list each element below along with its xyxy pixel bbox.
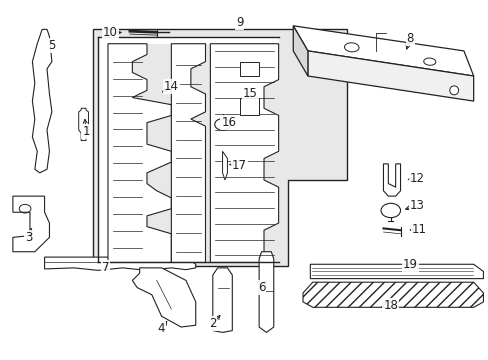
Polygon shape [32,30,52,173]
Ellipse shape [344,43,358,52]
Polygon shape [303,282,483,307]
Text: 13: 13 [409,199,424,212]
Polygon shape [13,196,49,252]
Polygon shape [98,37,278,262]
Polygon shape [239,62,259,76]
Polygon shape [222,151,227,180]
Polygon shape [171,44,205,262]
Polygon shape [132,268,195,327]
Polygon shape [310,264,483,279]
Text: 18: 18 [383,299,397,312]
Text: 3: 3 [25,231,33,244]
Polygon shape [212,268,232,332]
Polygon shape [259,252,273,332]
Text: 9: 9 [235,16,243,29]
Ellipse shape [423,58,435,65]
Text: 2: 2 [209,317,216,330]
Polygon shape [383,164,400,196]
Text: 19: 19 [402,258,417,271]
Ellipse shape [449,86,458,95]
Text: 12: 12 [409,172,424,185]
Polygon shape [293,26,473,76]
Polygon shape [239,98,259,116]
Polygon shape [44,257,195,270]
Text: 15: 15 [243,87,257,100]
Polygon shape [108,44,171,262]
Text: 5: 5 [48,39,56,52]
Text: 7: 7 [102,261,109,274]
Polygon shape [293,26,307,76]
Text: 14: 14 [163,80,179,93]
Text: 4: 4 [158,322,165,335]
Text: 11: 11 [411,223,426,236]
Text: 8: 8 [406,32,413,45]
Polygon shape [210,44,278,262]
Polygon shape [307,51,473,101]
Text: 1: 1 [82,125,90,138]
Text: 10: 10 [103,27,118,40]
Polygon shape [93,30,346,266]
Text: 17: 17 [232,159,246,172]
Polygon shape [79,108,88,140]
Text: 16: 16 [221,116,236,129]
Text: 6: 6 [257,281,265,294]
